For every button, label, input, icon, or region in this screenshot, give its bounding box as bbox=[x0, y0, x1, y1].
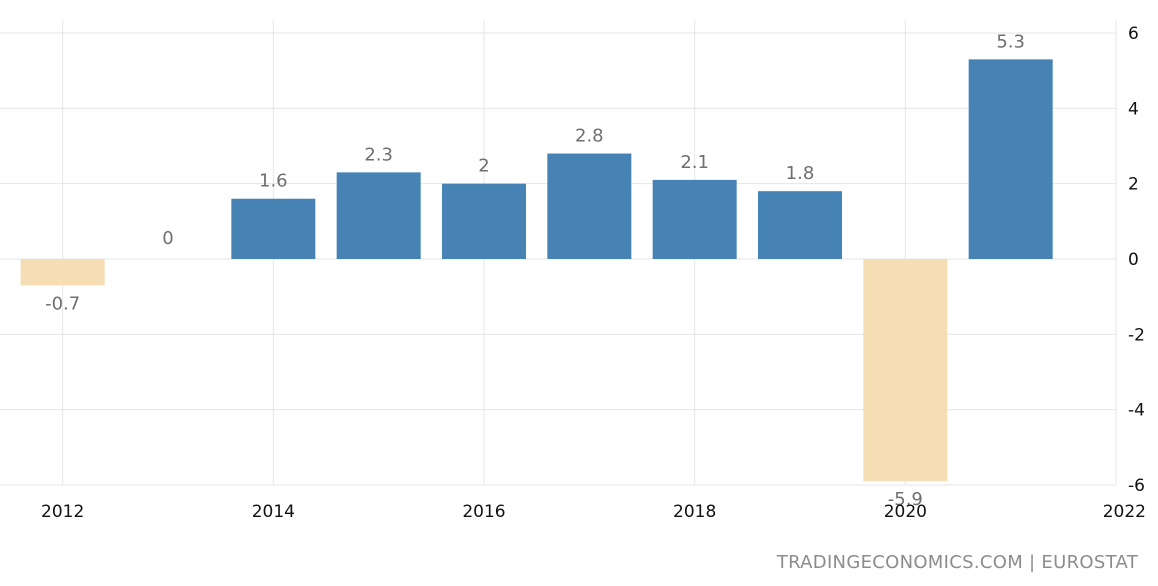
bar-2021 bbox=[968, 59, 1053, 259]
x-axis: 2012 2014 2016 2018 2020 2022 bbox=[41, 502, 1146, 522]
y-tick-label: 0 bbox=[1128, 250, 1139, 270]
y-tick-label: -2 bbox=[1128, 325, 1145, 345]
bar-2020 bbox=[863, 259, 948, 482]
y-tick-label: 6 bbox=[1128, 24, 1139, 44]
data-labels: -0.7 0 1.6 2.3 2 2.8 2.1 1.8 -5.9 5.3 bbox=[45, 31, 1025, 510]
bar-2017 bbox=[547, 153, 632, 259]
y-axis: 6 4 2 0 -2 -4 -6 bbox=[1128, 24, 1145, 496]
x-tick-label: 2014 bbox=[252, 502, 295, 522]
data-label-2021: 5.3 bbox=[996, 31, 1025, 52]
source-credit: TRADINGECONOMICS.COM | EUROSTAT bbox=[776, 552, 1138, 573]
data-label-2012: -0.7 bbox=[45, 293, 80, 314]
x-tick-label: 2016 bbox=[462, 502, 505, 522]
bar-2019 bbox=[758, 191, 842, 259]
y-tick-label: 4 bbox=[1128, 99, 1139, 119]
data-label-2016: 2 bbox=[478, 156, 489, 177]
y-tick-label: -4 bbox=[1128, 401, 1145, 421]
data-label-2017: 2.8 bbox=[575, 126, 604, 147]
data-label-2014: 1.6 bbox=[259, 171, 288, 192]
x-tick-label: 2020 bbox=[884, 502, 927, 522]
y-tick-label: 2 bbox=[1128, 175, 1139, 195]
x-tick-label: 2012 bbox=[41, 502, 84, 522]
x-tick-label: 2022 bbox=[1103, 502, 1146, 522]
bar-2015 bbox=[336, 172, 421, 259]
bar-2014 bbox=[231, 198, 316, 259]
bars bbox=[20, 59, 1053, 482]
y-tick-label: -6 bbox=[1128, 476, 1145, 496]
data-label-2018: 2.1 bbox=[680, 152, 709, 173]
bar-2018 bbox=[652, 179, 737, 259]
bar-2016 bbox=[442, 183, 526, 259]
data-label-2013: 0 bbox=[162, 228, 173, 249]
data-label-2019: 1.8 bbox=[786, 163, 815, 184]
data-label-2015: 2.3 bbox=[364, 144, 393, 165]
data-label-2020: -5.9 bbox=[888, 489, 923, 510]
bar-2012 bbox=[20, 259, 105, 286]
x-tick-label: 2018 bbox=[673, 502, 716, 522]
grid-lines bbox=[0, 20, 1117, 486]
